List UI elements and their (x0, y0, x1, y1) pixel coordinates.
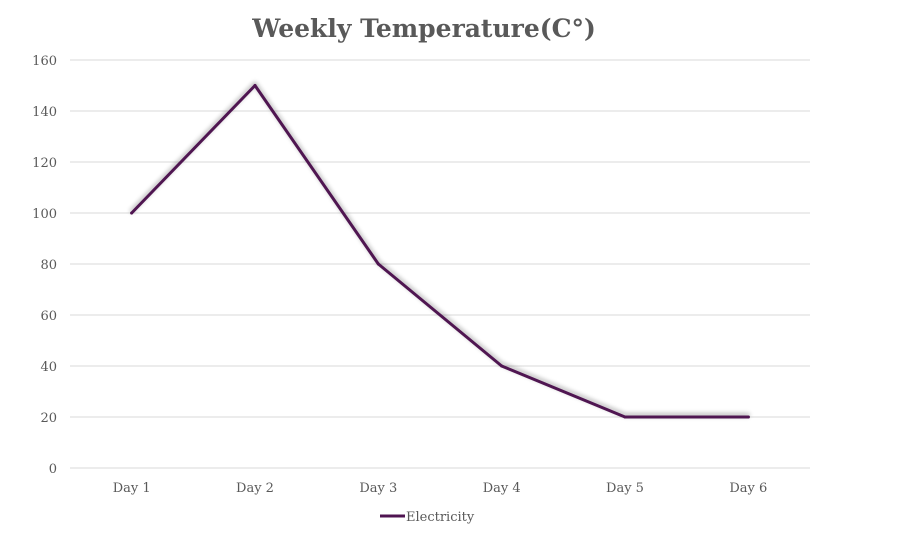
y-tick-label: 60 (40, 309, 57, 324)
legend-label-electricity: Electricity (406, 510, 475, 525)
x-tick-label: Day 6 (729, 481, 767, 496)
y-tick-label: 20 (40, 411, 57, 426)
series-layer (130, 84, 750, 419)
chart-title: Weekly Temperature(C°) (251, 14, 596, 43)
data-point (376, 262, 380, 266)
y-tick-label: 120 (32, 156, 57, 171)
y-tick-label: 140 (32, 105, 57, 120)
y-tick-label: 160 (32, 54, 57, 69)
x-tick-label: Day 3 (359, 481, 397, 496)
x-tick-label: Day 1 (113, 481, 151, 496)
y-tick-label: 100 (32, 207, 57, 222)
data-point (253, 84, 257, 87)
y-tick-label: 80 (40, 258, 57, 273)
data-point (623, 415, 627, 419)
gridlines (70, 59, 810, 469)
data-point (746, 415, 750, 419)
legend: Electricity (380, 510, 475, 525)
x-tick-label: Day 5 (606, 481, 644, 496)
data-point (500, 364, 504, 368)
x-axis-ticks: Day 1 Day 2 Day 3 Day 4 Day 5 Day 6 (113, 481, 768, 496)
series-line-electricity (130, 84, 750, 419)
y-axis-ticks: 0 20 40 60 80 100 120 140 160 (32, 54, 57, 477)
data-point (130, 211, 134, 215)
y-tick-label: 0 (49, 462, 57, 477)
y-tick-label: 40 (40, 360, 57, 375)
x-tick-label: Day 2 (236, 481, 274, 496)
x-tick-label: Day 4 (483, 481, 521, 496)
